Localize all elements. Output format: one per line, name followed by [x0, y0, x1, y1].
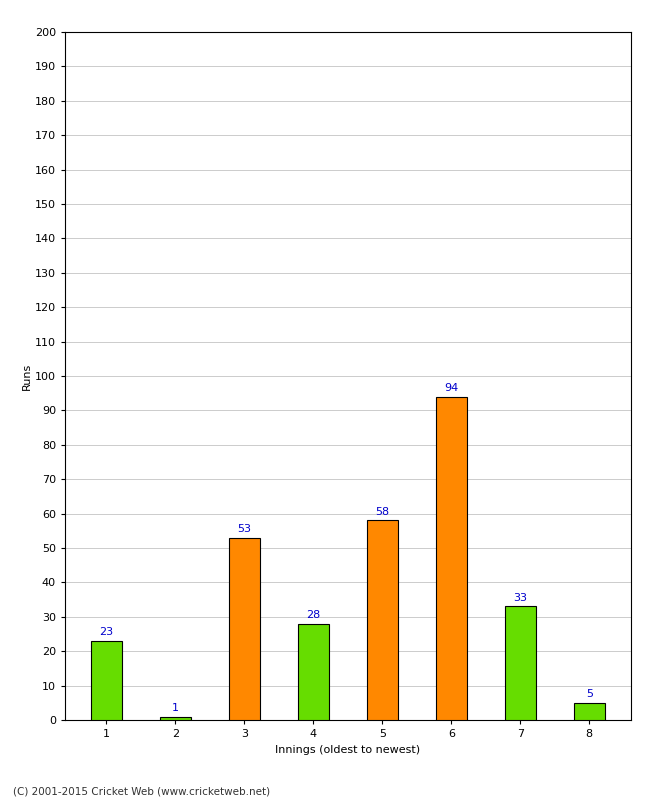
Bar	[505, 606, 536, 720]
Text: 23: 23	[99, 627, 113, 638]
Text: 33: 33	[514, 593, 527, 603]
Text: 5: 5	[586, 690, 593, 699]
Text: 1: 1	[172, 703, 179, 713]
Bar	[367, 521, 398, 720]
Text: 58: 58	[375, 507, 389, 517]
Text: 53: 53	[237, 524, 252, 534]
Text: 28: 28	[306, 610, 320, 620]
Bar	[436, 397, 467, 720]
Y-axis label: Runs: Runs	[22, 362, 32, 390]
Bar	[574, 702, 605, 720]
Bar	[91, 641, 122, 720]
Bar	[298, 624, 329, 720]
Bar	[229, 538, 260, 720]
X-axis label: Innings (oldest to newest): Innings (oldest to newest)	[275, 745, 421, 754]
Bar	[160, 717, 190, 720]
Text: (C) 2001-2015 Cricket Web (www.cricketweb.net): (C) 2001-2015 Cricket Web (www.cricketwe…	[13, 786, 270, 796]
Text: 94: 94	[444, 383, 458, 393]
